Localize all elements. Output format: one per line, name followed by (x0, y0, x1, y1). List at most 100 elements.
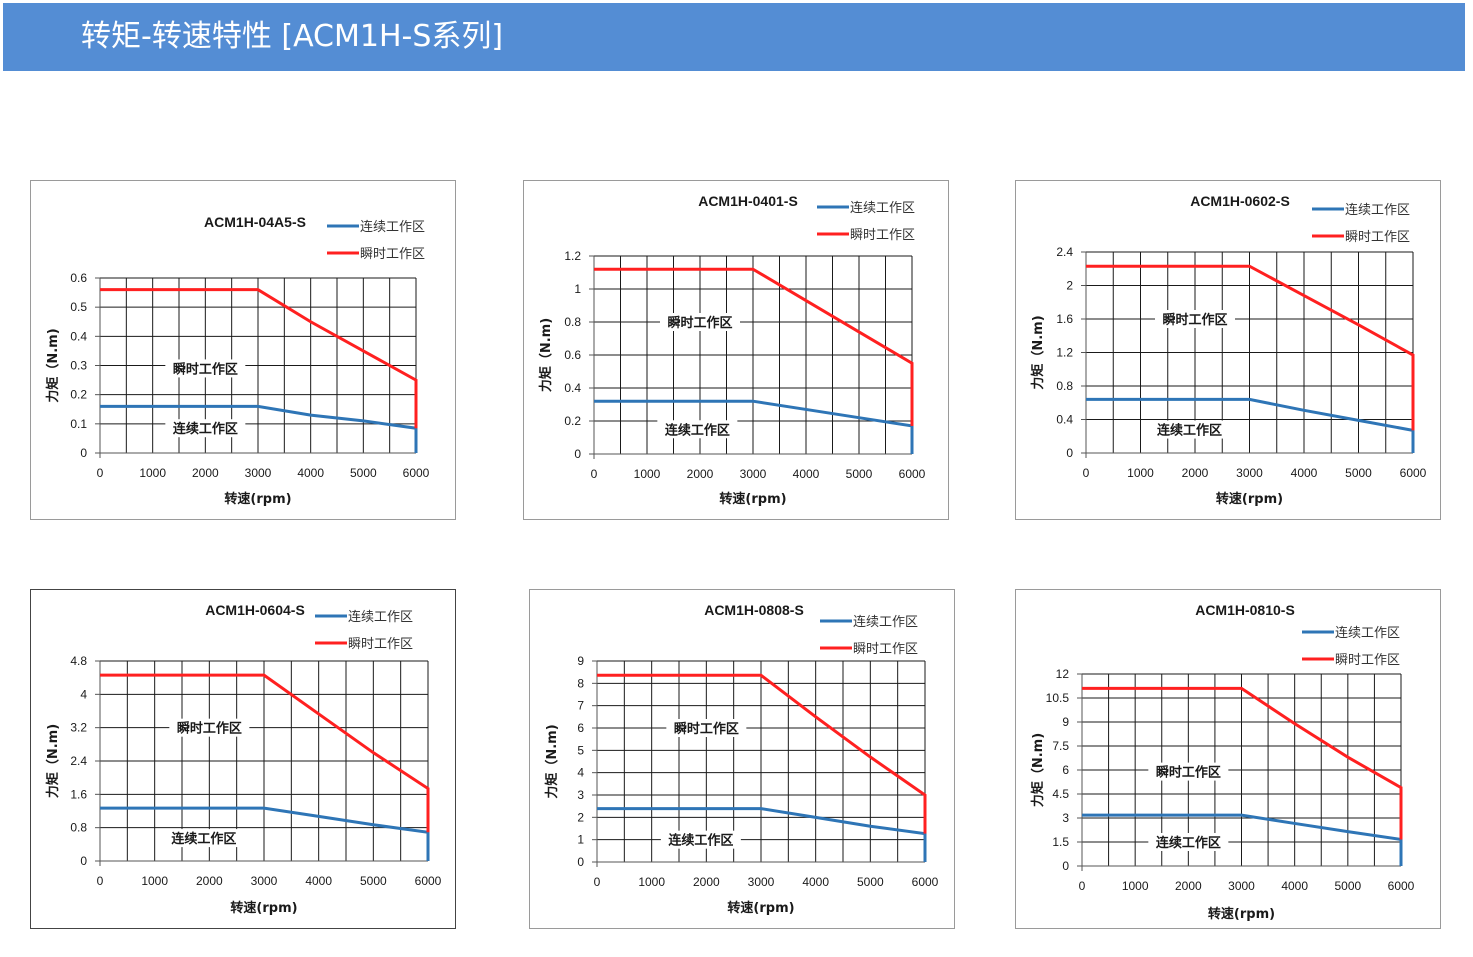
x-tick-label: 1000 (141, 874, 168, 888)
y-tick-label: 4 (80, 687, 87, 701)
y-tick-label: 3 (1062, 811, 1069, 825)
chart-panel-0810: 瞬时工作区 连续工作区 0 1000 2000 3000 4000 5000 6000 0 1.5 3… (1015, 589, 1441, 929)
y-tick-label: 0.8 (564, 315, 581, 329)
region-label-background (666, 719, 747, 737)
region-label-background (1149, 420, 1230, 439)
y-tick-label: 0 (80, 854, 87, 868)
peak-zone-line (100, 673, 430, 833)
x-tick-label: 3000 (1236, 466, 1263, 480)
x-tick-label: 1000 (634, 467, 661, 481)
region-label-background (1148, 833, 1229, 851)
y-axis-label: 力矩（N.m) (45, 328, 61, 402)
x-tick-label: 6000 (403, 466, 430, 480)
legend-label: 瞬时工作区 (348, 637, 413, 652)
chart-panel-0808: 瞬时工作区 连续工作区 0 1000 2000 3000 4000 5000 6000 0 1 2 3 4… (529, 589, 955, 929)
x-tick-label: 1000 (638, 875, 665, 889)
y-tick-label: 3.2 (70, 721, 87, 735)
continuous-zone-line (1082, 813, 1403, 866)
y-tick-label: 2.4 (70, 754, 87, 768)
y-tick-label: 2 (577, 810, 584, 824)
region-label-background (163, 829, 244, 848)
x-tick-label: 0 (97, 466, 104, 480)
y-tick-label: 0 (577, 855, 584, 869)
y-tick-label: 0 (80, 446, 87, 460)
legend-label: 瞬时工作区 (360, 247, 425, 262)
y-tick-label: 4.5 (1052, 787, 1069, 801)
x-tick-label: 1000 (1127, 466, 1154, 480)
x-tick-label: 4000 (305, 874, 332, 888)
y-tick-label: 7 (577, 699, 584, 713)
region-label-background (660, 313, 740, 331)
peak-zone-line (597, 673, 927, 834)
gridlines (593, 255, 913, 455)
chart-title: ACM1H-0401-S (698, 193, 798, 209)
y-tick-label: 0.4 (564, 381, 581, 395)
legend-label: 瞬时工作区 (1335, 653, 1400, 668)
y-axis-label: 力矩（N.m) (538, 318, 554, 392)
y-tick-label: 0 (1066, 446, 1073, 460)
region-label-background (165, 359, 246, 378)
y-tick-label: 7.5 (1052, 739, 1069, 753)
x-tick-label: 5000 (350, 466, 377, 480)
x-tick-label: 0 (1079, 879, 1086, 893)
x-tick-label: 6000 (415, 874, 442, 888)
region-label: 连续工作区 (665, 422, 730, 438)
chart-title: ACM1H-0602-S (1190, 193, 1290, 209)
x-tick-label: 3000 (251, 874, 278, 888)
y-tick-label: 0.6 (564, 348, 581, 362)
x-tick-label: 1000 (1122, 879, 1149, 893)
x-tick-label: 1000 (139, 466, 166, 480)
region-label: 连续工作区 (1157, 423, 1222, 439)
x-tick-label: 2000 (1182, 466, 1209, 480)
region-label-background (169, 718, 250, 737)
legend-label: 连续工作区 (850, 200, 915, 216)
y-tick-label: 1.2 (1056, 346, 1073, 360)
chart-title: ACM1H-0808-S (704, 602, 804, 618)
y-tick-label: 0.8 (1056, 379, 1073, 393)
y-tick-label: 0.5 (70, 300, 87, 314)
y-tick-label: 9 (1062, 715, 1069, 729)
x-tick-label: 6000 (912, 875, 939, 889)
continuous-zone-line (100, 806, 430, 861)
y-tick-label: 0.4 (70, 329, 87, 343)
legend-label: 连续工作区 (360, 219, 425, 235)
x-axis-label: 转速(rpm) (224, 491, 291, 507)
x-axis-label: 转速(rpm) (727, 900, 794, 916)
y-tick-label: 1.6 (1056, 312, 1073, 326)
peak-zone-line (100, 288, 418, 429)
y-tick-label: 0 (1062, 859, 1069, 873)
y-tick-label: 1.6 (70, 787, 87, 801)
x-tick-label: 3000 (245, 466, 272, 480)
x-axis-label: 转速(rpm) (1216, 491, 1283, 507)
y-tick-label: 6 (1062, 763, 1069, 777)
x-tick-label: 5000 (1334, 879, 1361, 893)
y-tick-label: 2 (1066, 279, 1073, 293)
region-label-background (1155, 310, 1235, 328)
y-tick-label: 1.2 (564, 249, 581, 263)
y-tick-label: 0.2 (564, 414, 581, 428)
legend-label: 瞬时工作区 (1345, 230, 1410, 245)
continuous-zone-line (100, 404, 418, 453)
region-label: 连续工作区 (171, 831, 236, 847)
region-label: 瞬时工作区 (667, 315, 732, 331)
y-axis-label: 力矩（N.m) (45, 724, 61, 798)
y-tick-label: 9 (577, 654, 584, 668)
x-tick-label: 3000 (748, 875, 775, 889)
region-label: 连续工作区 (1156, 835, 1221, 851)
x-tick-label: 6000 (1400, 466, 1427, 480)
y-tick-label: 4 (577, 766, 584, 780)
legend-label: 连续工作区 (348, 609, 413, 625)
x-tick-label: 0 (97, 874, 104, 888)
y-tick-label: 4.8 (70, 654, 87, 668)
region-label: 瞬时工作区 (177, 721, 242, 737)
x-tick-label: 6000 (899, 467, 926, 481)
y-tick-label: 6 (577, 721, 584, 735)
